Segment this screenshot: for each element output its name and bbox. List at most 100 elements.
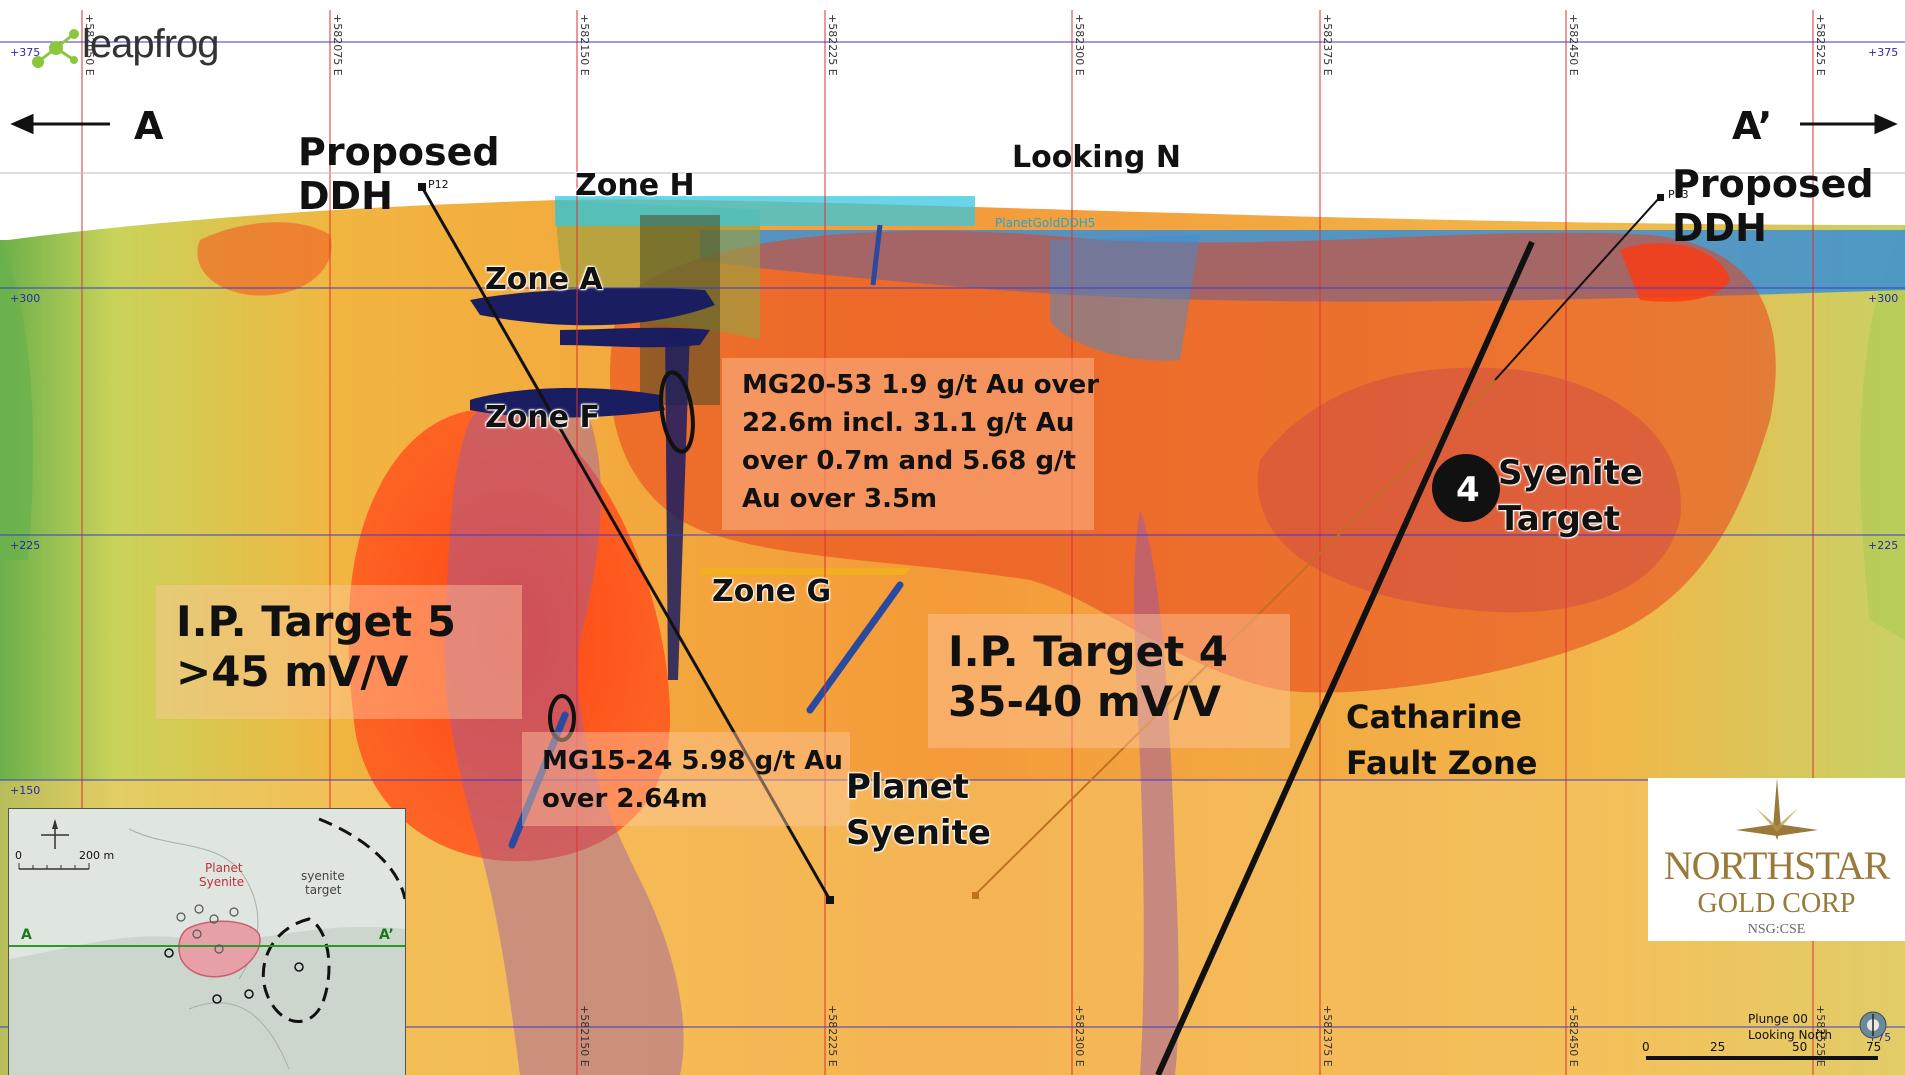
planetgold-ddh5-label: PlanetGoldDDH5 (995, 216, 1096, 230)
mg15-24-line-1: MG15-24 5.98 g/t Au (542, 746, 843, 776)
inset-syenite-target-outline (261, 917, 331, 1023)
p12-label: P12 (428, 178, 449, 191)
inset-a-prime-label: A’ (379, 927, 394, 943)
easting-label: +582525 E (1814, 14, 1827, 76)
looking-label: Looking North (1748, 1028, 1833, 1042)
proposed-ddh-right-end (972, 892, 979, 899)
zone-f-vertical (665, 330, 690, 680)
syenite-target-label: Syenite Target (1498, 453, 1643, 539)
mg20-53-line-3: over 0.7m and 5.68 g/t (742, 446, 1076, 476)
anomaly-upper-left (197, 222, 332, 296)
scale-tick-50: 50 (1792, 1040, 1808, 1054)
scale-bar: Plunge 00 Looking North 0 25 50 75 (1640, 1010, 1890, 1070)
easting-label: +582375 E (1321, 14, 1334, 76)
easting-label: +582225 E (826, 14, 839, 76)
inset-a-label: A (21, 927, 32, 943)
ip-target-5-value: >45 mV/V (176, 647, 409, 696)
mg20-53-line-4: Au over 3.5m (742, 484, 938, 514)
scale-tick-0: 0 (1642, 1040, 1650, 1054)
inset-scale-zero: 0 (15, 849, 22, 862)
northstar-logo: NORTHSTAR GOLD CORP NSG:CSE (1648, 778, 1905, 941)
zone-a-label: Zone A (485, 262, 603, 297)
proposed-ddh-left-collar (418, 183, 426, 191)
zone-f-label: Zone F (485, 400, 601, 435)
elevation-label: +300 (10, 292, 41, 305)
elevation-label: +375 (10, 46, 41, 59)
mg20-53-highlight (659, 370, 695, 454)
proposed-ddh-right-lower (974, 379, 1496, 896)
inset-scale-label: 200 m (79, 849, 115, 862)
leapfrog-logo-icon (32, 29, 79, 68)
inset-planet-label-1: Planet (205, 861, 243, 875)
mg20-53-box (722, 358, 1094, 530)
inset-planet-label-2: Syenite (199, 875, 245, 889)
mg15-24-box (522, 732, 850, 826)
section-arrows (10, 113, 1898, 135)
easting-label-bottom: +582225 E (826, 1005, 839, 1067)
syenite-dyke (1134, 510, 1179, 1075)
section-start-label: A (134, 104, 164, 148)
plunge-label: Plunge 00 (1748, 1012, 1808, 1026)
scale-tick-75: 75 (1866, 1040, 1882, 1054)
zone-g-lens (700, 568, 910, 575)
syenite-target-red-right (1620, 243, 1730, 302)
mg20-53-line-1: MG20-53 1.9 g/t Au over (742, 370, 1100, 400)
ip-target-4-title: I.P. Target 4 (948, 627, 1228, 676)
catharine-fault-trace (1155, 240, 1535, 1075)
syenite-target-number: 4 (1456, 470, 1480, 510)
section-end-label: A’ (1732, 104, 1773, 148)
mg15-24-highlight (548, 694, 576, 742)
ip-target-5-title: I.P. Target 5 (176, 597, 456, 646)
elevation-label: +150 (10, 784, 41, 797)
target-4-marker (1432, 454, 1500, 522)
proposed-ddh-left-end (826, 896, 834, 904)
view-direction-label: Looking N (1012, 140, 1181, 175)
drillhole-short (870, 224, 883, 286)
inset-canvas (9, 809, 405, 1075)
proposed-ddh-left-trace (420, 186, 832, 901)
easting-label-bottom: +582300 E (1073, 1005, 1086, 1067)
zone-h-label: Zone H (575, 168, 695, 203)
easting-label-bottom: +582375 E (1321, 1005, 1334, 1067)
easting-label: +582075 E (331, 14, 344, 76)
easting-label: +582150 E (578, 14, 591, 76)
company-name-1: NORTHSTAR (1663, 843, 1890, 888)
green-margin-left (0, 240, 33, 560)
p13-label: P13 (1668, 188, 1689, 201)
ip-target-5-body (348, 408, 670, 862)
inset-syenite-target-label-1: syenite (301, 869, 345, 883)
blue-lens (1050, 235, 1200, 361)
company-name-2: GOLD CORP (1697, 888, 1856, 919)
proposed-ddh-right-trace (1494, 196, 1661, 381)
elevation-label: +225 (1868, 539, 1899, 552)
catharine-fault-label: Catharine Fault Zone (1346, 698, 1538, 782)
inset-scale-bar (18, 863, 90, 870)
logo-text: leapfrog (82, 22, 220, 66)
scale-tick-25: 25 (1710, 1040, 1726, 1054)
north-arrow-icon (41, 819, 69, 849)
proposed-ddh-right-label: Proposed DDH (1672, 162, 1874, 250)
company-ticker: NSG:CSE (1747, 922, 1806, 937)
green-margin-right (1860, 225, 1905, 640)
ip-target-4-value: 35-40 mV/V (948, 677, 1222, 726)
scale-bar-line (1646, 1056, 1878, 1060)
easting-label: +582300 E (1073, 14, 1086, 76)
easting-label: +582450 E (1567, 14, 1580, 76)
northstar-star-icon (1736, 778, 1818, 840)
proposed-ddh-left-label: Proposed DDH (298, 130, 500, 218)
inset-planet-syenite-shape (178, 920, 261, 978)
zone-g-label: Zone G (712, 574, 832, 609)
ip-target-4-box (928, 614, 1290, 748)
easting-label-bottom: +582150 E (578, 1005, 591, 1067)
elevation-label: +375 (1868, 46, 1899, 59)
grid-eastings (81, 10, 1814, 1075)
ip-target-5-box (156, 585, 522, 719)
elevation-label: +225 (10, 539, 41, 552)
proposed-ddh-right-collar (1657, 194, 1664, 201)
mg20-53-line-2: 22.6m incl. 31.1 g/t Au (742, 408, 1075, 438)
planet-syenite-body (444, 390, 684, 1075)
zone-f-lens (470, 388, 665, 418)
location-inset-map: 0 200 m Planet Syenite syenite target A … (8, 808, 406, 1075)
